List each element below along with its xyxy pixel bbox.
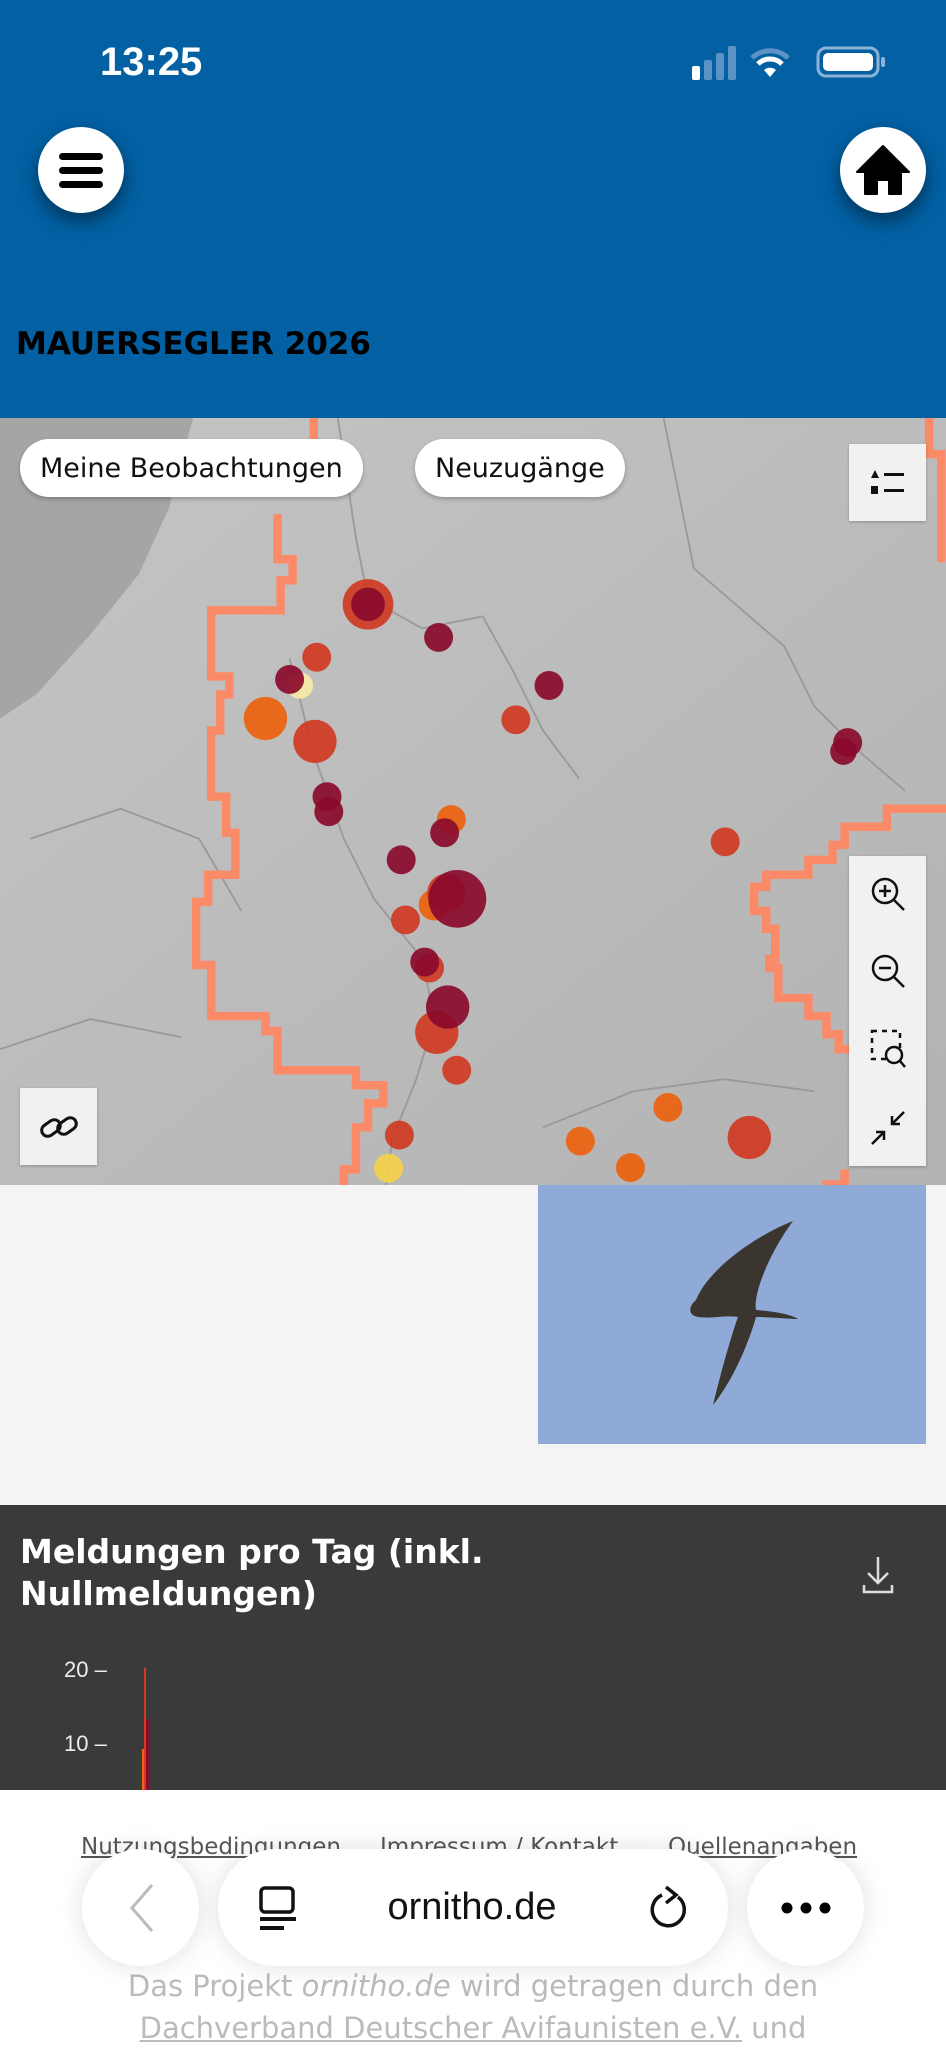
observation-dot[interactable] (615, 1153, 645, 1182)
chip-neuzugaenge[interactable]: Neuzugänge (415, 439, 625, 497)
footer-text: Das Projekt ornitho.de wird getragen dur… (127, 1969, 819, 2045)
url-bar[interactable]: ornitho.de (218, 1849, 728, 1966)
zoom-out-icon[interactable] (870, 953, 906, 989)
observation-dot[interactable] (374, 1153, 404, 1183)
rivers (0, 418, 906, 1185)
observation-dot[interactable] (727, 1115, 772, 1160)
header: 13:25 MAUERSEGLER 2026 (0, 0, 946, 418)
observation-dot[interactable] (428, 870, 487, 928)
observation-dot[interactable] (565, 1126, 595, 1156)
observation-dot[interactable] (501, 705, 531, 735)
url-text: ornitho.de (387, 1886, 557, 1928)
reader-icon (259, 1885, 296, 1930)
chart-bars (142, 1667, 149, 1790)
observation-dot[interactable] (430, 818, 460, 848)
zoom-in-icon[interactable] (870, 876, 906, 912)
observation-dot[interactable] (653, 1093, 683, 1122)
observation-dot[interactable] (302, 642, 332, 672)
observation-dot[interactable] (314, 797, 344, 827)
chip-meine-beobachtungen[interactable]: Meine Beobachtungen (20, 439, 363, 497)
legend-icon (870, 469, 904, 494)
chart-bar (144, 1667, 146, 1790)
observation-dot[interactable] (424, 622, 454, 652)
menu-button[interactable] (38, 127, 124, 213)
link-icon (39, 1115, 78, 1138)
zoom-controls (849, 856, 926, 1166)
status-icons (692, 46, 885, 80)
y-tick-20: 20 – (64, 1657, 107, 1682)
map[interactable]: Meine Beobachtungen Neuzugänge (0, 418, 946, 1185)
chart-bar (142, 1749, 144, 1790)
hamburger-icon (59, 153, 103, 188)
more-button[interactable] (747, 1849, 864, 1966)
legend-button[interactable] (849, 444, 926, 521)
more-icon (781, 1902, 830, 1913)
observation-dot[interactable] (386, 845, 416, 875)
y-tick-10: 10 – (64, 1731, 107, 1756)
species-photo (538, 1185, 926, 1444)
chart-title: Meldungen pro Tag (inkl. Nullmeldungen) (20, 1532, 484, 1613)
wifi-icon (750, 48, 790, 77)
observation-dot[interactable] (830, 738, 857, 765)
chevron-left-icon (129, 1883, 153, 1932)
observation-dot[interactable] (442, 1055, 472, 1085)
download-icon[interactable] (862, 1555, 894, 1595)
border-line (924, 418, 946, 563)
home-icon (856, 145, 910, 195)
zoom-area-icon[interactable] (870, 1029, 906, 1069)
battery-icon (816, 46, 885, 78)
collapse-icon[interactable] (870, 1110, 906, 1146)
home-button[interactable] (840, 127, 926, 213)
status-time: 13:25 (100, 40, 203, 84)
chart-panel: Meldungen pro Tag (inkl. Nullmeldungen) … (0, 1505, 946, 1790)
observation-dot[interactable] (384, 1120, 414, 1150)
observation-dot[interactable] (351, 587, 385, 622)
link-dda[interactable]: Dachverband Deutscher Avifaunisten e.V. (139, 2011, 742, 2045)
footer: Nutzungsbedingungen Impressum / Kontakt … (0, 1790, 946, 2048)
observation-dot[interactable] (534, 671, 564, 700)
observation-dot[interactable] (710, 827, 740, 857)
reload-icon[interactable] (648, 1885, 688, 1931)
map-canvas[interactable] (0, 418, 946, 1185)
page-title: MAUERSEGLER 2026 (16, 326, 371, 362)
region-border (191, 418, 946, 1185)
share-link-button[interactable] (20, 1088, 97, 1165)
observation-dot[interactable] (275, 665, 305, 694)
swift-image (690, 1221, 798, 1405)
observation-dot[interactable] (425, 985, 470, 1029)
back-button[interactable] (82, 1849, 199, 1966)
observation-dot[interactable] (390, 905, 420, 935)
border-line (191, 418, 849, 1185)
observation-dot[interactable] (293, 719, 337, 764)
observation-dot[interactable] (410, 947, 440, 977)
chart-bar (146, 1719, 149, 1790)
signal-icon (692, 66, 700, 80)
border-line (749, 804, 946, 1054)
observation-dots (243, 579, 863, 1183)
observation-dot[interactable] (243, 696, 288, 741)
